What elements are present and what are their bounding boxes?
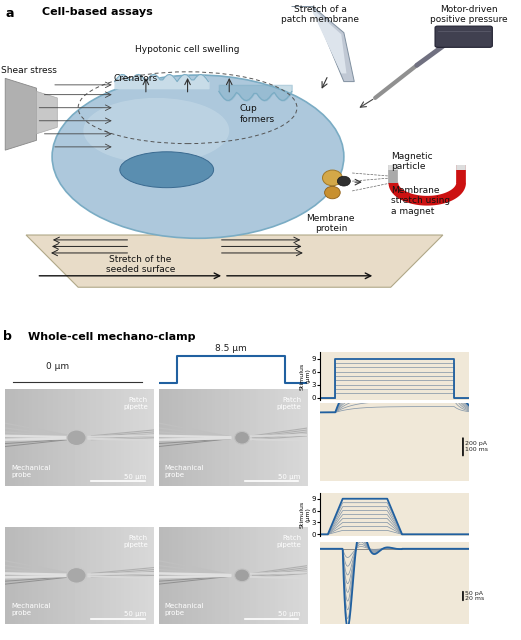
Y-axis label: Stimulus
(µm): Stimulus (µm) — [300, 501, 311, 528]
Text: Mechanical
probe: Mechanical probe — [165, 603, 204, 616]
Text: Shear stress: Shear stress — [1, 66, 57, 75]
Ellipse shape — [120, 152, 214, 188]
Text: Membrane
stretch using
a magnet: Membrane stretch using a magnet — [391, 186, 450, 216]
Text: Hypotonic cell swelling: Hypotonic cell swelling — [135, 45, 240, 54]
Polygon shape — [292, 6, 354, 81]
Polygon shape — [36, 92, 57, 134]
Text: a: a — [5, 6, 14, 20]
Text: Whole-cell mechano-clamp: Whole-cell mechano-clamp — [28, 332, 195, 342]
Text: Patch
pipette: Patch pipette — [277, 534, 302, 547]
Polygon shape — [5, 78, 36, 150]
Polygon shape — [26, 235, 443, 287]
Text: Magnetic
particle: Magnetic particle — [391, 152, 432, 171]
Text: 50 µm: 50 µm — [124, 611, 146, 617]
Text: 50 µm: 50 µm — [124, 474, 146, 479]
FancyBboxPatch shape — [435, 26, 492, 47]
Ellipse shape — [325, 186, 340, 199]
Text: Patch
pipette: Patch pipette — [277, 397, 302, 410]
Text: b: b — [3, 330, 12, 343]
Text: Patch
pipette: Patch pipette — [123, 534, 148, 547]
Text: 50 µm: 50 µm — [278, 474, 300, 479]
Text: Cup
formers: Cup formers — [240, 104, 275, 124]
Polygon shape — [300, 6, 346, 74]
Text: 50 µm: 50 µm — [278, 611, 300, 617]
Ellipse shape — [338, 176, 350, 186]
Ellipse shape — [322, 170, 342, 186]
Text: Stretch of a
patch membrane: Stretch of a patch membrane — [281, 5, 359, 24]
Text: Mechanical
probe: Mechanical probe — [165, 465, 204, 478]
Text: Crenators: Crenators — [114, 74, 157, 83]
Y-axis label: Stimulus
(µm): Stimulus (µm) — [300, 362, 311, 390]
Ellipse shape — [234, 431, 250, 444]
Text: 50 pA
20 ms: 50 pA 20 ms — [465, 591, 485, 602]
Text: Membrane
protein: Membrane protein — [306, 214, 355, 233]
Ellipse shape — [234, 569, 250, 582]
Ellipse shape — [83, 98, 229, 163]
Text: 0 μm: 0 μm — [46, 362, 69, 371]
Ellipse shape — [67, 568, 86, 583]
Text: Mechanical
probe: Mechanical probe — [11, 465, 51, 478]
Text: 200 pA
100 ms: 200 pA 100 ms — [465, 442, 488, 452]
Text: Mechanical
probe: Mechanical probe — [11, 603, 51, 616]
Ellipse shape — [52, 75, 344, 238]
Text: Patch
pipette: Patch pipette — [123, 397, 148, 410]
Text: 8.5 μm: 8.5 μm — [215, 344, 247, 353]
Ellipse shape — [67, 430, 86, 445]
Text: Cell-based assays: Cell-based assays — [42, 6, 153, 17]
Text: Motor-driven
positive pressure: Motor-driven positive pressure — [430, 5, 507, 24]
Text: Stretch of the
seeded surface: Stretch of the seeded surface — [106, 255, 176, 274]
